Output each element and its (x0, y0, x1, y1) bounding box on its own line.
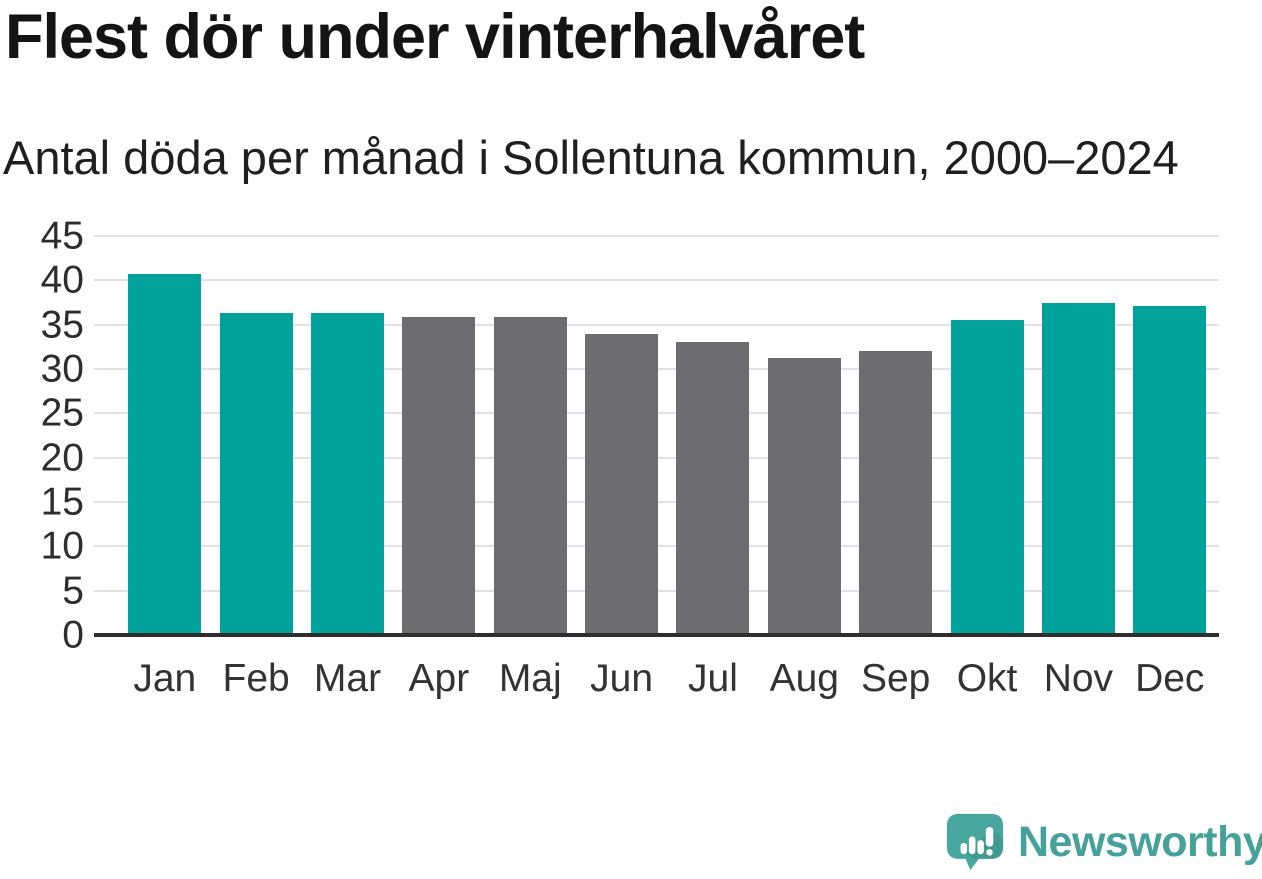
x-tick-label-jan: Jan (133, 657, 197, 700)
chart-subtitle: Antal döda per månad i Sollentuna kommun… (3, 131, 1179, 184)
y-tick-label-15: 15 (40, 480, 84, 524)
gridline-45 (94, 235, 1219, 237)
gridline-35 (94, 323, 1219, 326)
bar-sep (859, 351, 933, 635)
logo-bar-medium (977, 840, 984, 855)
x-tick-label-dec: Dec (1135, 657, 1205, 700)
y-tick-label-35: 35 (40, 303, 84, 347)
gridline-40 (94, 279, 1219, 282)
x-axis-line (94, 633, 1219, 637)
bar-jan (128, 274, 202, 635)
logo-bar-tall (968, 836, 976, 855)
bar-jul (676, 342, 750, 635)
newsworthy-logo-icon (946, 813, 1004, 871)
x-tick-label-maj: Maj (498, 657, 562, 700)
bar-aug (767, 358, 841, 635)
y-tick-label-20: 20 (40, 436, 84, 480)
bar-feb (219, 313, 293, 635)
y-tick-label-0: 0 (62, 613, 84, 657)
y-tick-label-5: 5 (62, 569, 84, 613)
logo-exclamation-dot (986, 849, 993, 856)
x-tick-label-sep: Sep (860, 657, 931, 700)
x-tick-label-jul: Jul (688, 657, 738, 700)
bar-nov (1041, 302, 1115, 635)
bar-maj (493, 316, 567, 635)
x-tick-label-okt: Okt (956, 657, 1018, 700)
y-tick-label-45: 45 (40, 214, 84, 258)
bar-dec (1133, 306, 1207, 635)
y-axis-labels: 0 5 10 15 20 25 30 35 40 45 (0, 217, 84, 655)
page-title: Flest dör under vinterhalvåret (5, 2, 865, 72)
brand-name: Newsworthy (1018, 818, 1262, 866)
logo-bar-small (960, 842, 968, 855)
x-tick-label-aug: Aug (769, 657, 840, 700)
x-axis-labels: Jan Feb Mar Apr Maj Jun Jul Aug Sep Okt Nov Dec (0, 657, 1262, 708)
bar-okt (950, 320, 1024, 635)
x-tick-label-jun: Jun (590, 657, 654, 700)
bar-jun (585, 333, 659, 635)
y-tick-label-25: 25 (40, 391, 84, 435)
y-tick-label-40: 40 (40, 258, 84, 302)
x-tick-label-nov: Nov (1043, 657, 1114, 700)
bar-mar (311, 313, 385, 635)
x-tick-label-apr: Apr (408, 657, 470, 700)
x-tick-label-feb: Feb (222, 657, 290, 700)
logo-exclamation-stem (985, 827, 994, 847)
y-tick-label-30: 30 (40, 347, 84, 391)
y-tick-label-10: 10 (40, 524, 84, 568)
bar-chart: 0 5 10 15 20 25 30 35 40 45 Jan Feb Mar Apr Maj Jun Jul… (0, 217, 1262, 716)
branding: Newsworthy (945, 812, 1262, 872)
x-tick-label-mar: Mar (313, 657, 382, 700)
plot-area (94, 235, 1219, 637)
bar-apr (402, 316, 476, 635)
